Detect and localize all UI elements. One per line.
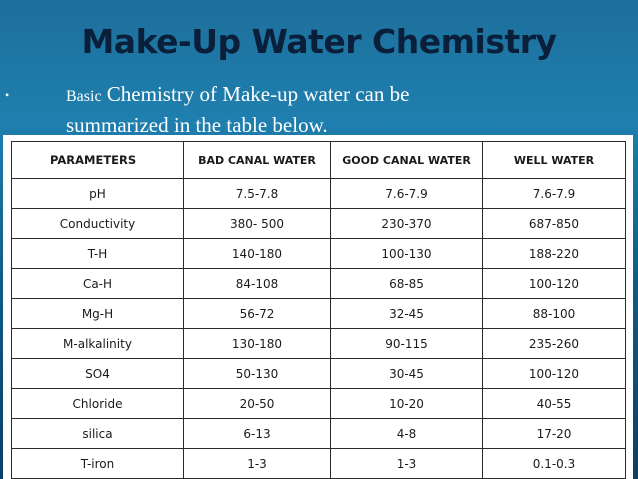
cell-parameter: Conductivity xyxy=(11,208,184,239)
header-bad-canal-water: BAD CANAL WATER xyxy=(183,141,331,179)
table-row: Conductivity 380- 500 230-370 687-850 xyxy=(11,208,626,239)
cell-good-canal: 90-115 xyxy=(330,328,483,359)
table-row: Ca-H 84-108 68-85 100-120 xyxy=(11,268,626,299)
cell-good-canal: 100-130 xyxy=(330,238,483,269)
cell-good-canal: 1-3 xyxy=(330,448,483,479)
table-header-row: PARAMETERS BAD CANAL WATER GOOD CANAL WA… xyxy=(11,141,626,179)
cell-well: 17-20 xyxy=(482,418,626,449)
bullet-text: Basic Chemistry of Make-up water can be … xyxy=(66,80,626,140)
bullet-text-first-word: Basic xyxy=(66,88,102,105)
cell-good-canal: 32-45 xyxy=(330,298,483,329)
cell-good-canal: 30-45 xyxy=(330,358,483,389)
header-good-canal-water: GOOD CANAL WATER xyxy=(330,141,483,179)
table-row: Chloride 20-50 10-20 40-55 xyxy=(11,388,626,419)
cell-bad-canal: 140-180 xyxy=(183,238,331,269)
table-row: T-H 140-180 100-130 188-220 xyxy=(11,238,626,269)
table-row: T-iron 1-3 1-3 0.1-0.3 xyxy=(11,448,626,479)
table-row: Mg-H 56-72 32-45 88-100 xyxy=(11,298,626,329)
cell-parameter: pH xyxy=(11,178,184,209)
bullet-icon: • xyxy=(5,88,10,102)
cell-bad-canal: 6-13 xyxy=(183,418,331,449)
cell-well: 40-55 xyxy=(482,388,626,419)
cell-good-canal: 10-20 xyxy=(330,388,483,419)
cell-good-canal: 230-370 xyxy=(330,208,483,239)
cell-parameter: silica xyxy=(11,418,184,449)
cell-well: 100-120 xyxy=(482,358,626,389)
cell-bad-canal: 20-50 xyxy=(183,388,331,419)
table-row: M-alkalinity 130-180 90-115 235-260 xyxy=(11,328,626,359)
cell-bad-canal: 50-130 xyxy=(183,358,331,389)
cell-parameter: SO4 xyxy=(11,358,184,389)
slide-title: Make-Up Water Chemistry xyxy=(81,22,557,61)
cell-bad-canal: 130-180 xyxy=(183,328,331,359)
cell-parameter: T-iron xyxy=(11,448,184,479)
cell-parameter: Ca-H xyxy=(11,268,184,299)
cell-bad-canal: 84-108 xyxy=(183,268,331,299)
cell-well: 100-120 xyxy=(482,268,626,299)
header-well-water: WELL WATER xyxy=(482,141,626,179)
cell-good-canal: 68-85 xyxy=(330,268,483,299)
table-row: pH 7.5-7.8 7.6-7.9 7.6-7.9 xyxy=(11,178,626,209)
bullet-text-line1: Chemistry of Make-up water can be xyxy=(101,82,410,106)
cell-well: 7.6-7.9 xyxy=(482,178,626,209)
water-chemistry-table: PARAMETERS BAD CANAL WATER GOOD CANAL WA… xyxy=(11,141,626,479)
cell-bad-canal: 7.5-7.8 xyxy=(183,178,331,209)
cell-well: 188-220 xyxy=(482,238,626,269)
cell-bad-canal: 380- 500 xyxy=(183,208,331,239)
cell-parameter: Mg-H xyxy=(11,298,184,329)
cell-parameter: M-alkalinity xyxy=(11,328,184,359)
cell-well: 88-100 xyxy=(482,298,626,329)
cell-well: 0.1-0.3 xyxy=(482,448,626,479)
cell-good-canal: 7.6-7.9 xyxy=(330,178,483,209)
table-panel: PARAMETERS BAD CANAL WATER GOOD CANAL WA… xyxy=(3,135,633,479)
cell-bad-canal: 56-72 xyxy=(183,298,331,329)
cell-bad-canal: 1-3 xyxy=(183,448,331,479)
cell-well: 687-850 xyxy=(482,208,626,239)
table-row: SO4 50-130 30-45 100-120 xyxy=(11,358,626,389)
bullet-text-line2: summarized in the table below. xyxy=(66,113,328,137)
cell-parameter: T-H xyxy=(11,238,184,269)
cell-well: 235-260 xyxy=(482,328,626,359)
table-row: silica 6-13 4-8 17-20 xyxy=(11,418,626,449)
header-parameters: PARAMETERS xyxy=(11,141,184,179)
cell-parameter: Chloride xyxy=(11,388,184,419)
cell-good-canal: 4-8 xyxy=(330,418,483,449)
